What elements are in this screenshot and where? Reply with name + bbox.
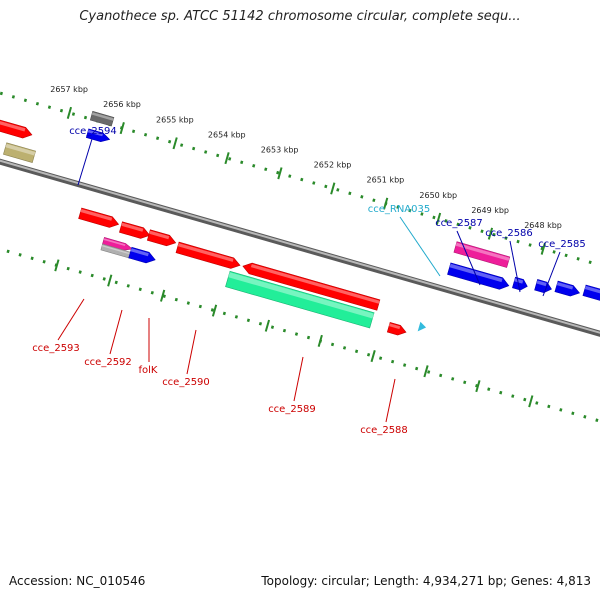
gene-arrow-red <box>146 229 177 247</box>
kbp-tick-upper <box>277 167 283 180</box>
kbp-tick-label: 2654 kbp <box>208 130 246 139</box>
kbp-tick-label: 2651 kbp <box>367 176 405 185</box>
gene-label: cce_2587 <box>435 218 483 229</box>
kbp-tick-upper <box>172 137 178 150</box>
gene-label: cce_2593 <box>32 343 80 354</box>
gene-arrow-red <box>386 322 407 336</box>
kbp-tick-upper <box>383 197 389 210</box>
gene-label: cce_2589 <box>268 404 316 415</box>
topology-label: Topology: circular; Length: 4,934,271 bp… <box>261 574 591 588</box>
kbp-tick-label: 2652 kbp <box>314 161 352 170</box>
kbp-tick-upper <box>224 152 230 165</box>
kbp-tick-label: 2657 kbp <box>50 85 88 94</box>
leader-line <box>509 240 521 293</box>
gene-arrow-blue <box>554 280 581 297</box>
leader-line <box>186 329 197 375</box>
accession-label: Accession: NC_010546 <box>9 574 146 588</box>
kbp-tick-lower <box>107 274 113 287</box>
guide-line-lower <box>0 247 600 423</box>
kbp-tick-lower <box>317 334 323 347</box>
leader-line <box>385 378 396 423</box>
gene-arrow-blue <box>128 246 156 264</box>
gene-arrow-magenta <box>102 237 134 251</box>
kbp-tick-lower <box>423 365 429 378</box>
chromosome-axis <box>0 158 600 337</box>
kbp-tick-lower <box>160 289 166 302</box>
kbp-ticks: 2657 kbp 2656 kbp 2655 kbp 2654 kbp 2653 kbp… <box>50 85 562 408</box>
gene-arrow-blue <box>534 279 552 294</box>
gene-arrow-magenta <box>453 241 511 268</box>
gene-arrow-red <box>175 241 241 269</box>
kbp-tick-lower <box>528 395 534 408</box>
gene-arrow-green <box>225 270 375 329</box>
leader-line <box>399 216 441 277</box>
kbp-tick-lower <box>211 304 218 317</box>
gene-label: cce_2592 <box>84 357 132 368</box>
gene-label: cce_2590 <box>162 377 210 388</box>
gene-arrow-gray <box>89 110 115 127</box>
kbp-tick-upper <box>487 227 494 240</box>
kbp-tick-lower <box>370 350 376 363</box>
leader-line <box>456 230 481 286</box>
rna-gene-marker <box>417 321 427 332</box>
gene-label: cce_RNA035 <box>368 204 431 215</box>
gene-label: folK <box>139 365 158 376</box>
label-leader-lines <box>57 138 561 423</box>
genes <box>0 110 600 336</box>
leader-line <box>57 298 85 341</box>
gene-arrow-blue <box>582 284 600 301</box>
dotted-guide-lines <box>0 91 600 423</box>
gene-label: cce_2585 <box>538 239 586 250</box>
map-title: Cyanothece sp. ATCC 51142 chromosome cir… <box>79 9 521 24</box>
kbp-tick-label: 2653 kbp <box>261 145 299 154</box>
kbp-tick-upper <box>435 212 442 225</box>
kbp-tick-upper <box>119 122 125 135</box>
kbp-tick-lower <box>54 259 60 272</box>
gene-arrow-red <box>0 119 33 139</box>
gene-arrow-red <box>242 262 381 311</box>
kbp-tick-upper <box>66 106 73 119</box>
kbp-tick-label: 2649 kbp <box>471 206 509 215</box>
leader-line <box>293 356 304 402</box>
axis-line <box>0 158 600 337</box>
leader-line <box>77 138 93 186</box>
kbp-tick-lower <box>475 380 481 393</box>
gene-arrow-red <box>119 221 151 239</box>
gene-label: cce_2594 <box>69 126 117 137</box>
gene-arrow-khaki <box>3 142 36 163</box>
gene-label: cce_2586 <box>485 228 533 239</box>
kbp-tick-label: 2648 kbp <box>524 221 562 230</box>
gene-arrow-blue <box>447 262 510 290</box>
kbp-tick-label: 2656 kbp <box>103 100 141 109</box>
kbp-tick-upper <box>330 182 336 195</box>
gene-arrow-blue <box>85 128 111 143</box>
gene-arrow-blue <box>512 276 528 291</box>
kbp-tick-label: 2655 kbp <box>156 115 194 124</box>
kbp-tick-upper <box>540 242 546 255</box>
gene-arrow-red <box>78 207 120 228</box>
kbp-tick-label: 2650 kbp <box>419 191 457 200</box>
leader-line <box>109 309 123 355</box>
leader-line <box>542 251 561 297</box>
kbp-tick-lower <box>264 319 271 332</box>
gene-label: cce_2588 <box>360 425 408 436</box>
